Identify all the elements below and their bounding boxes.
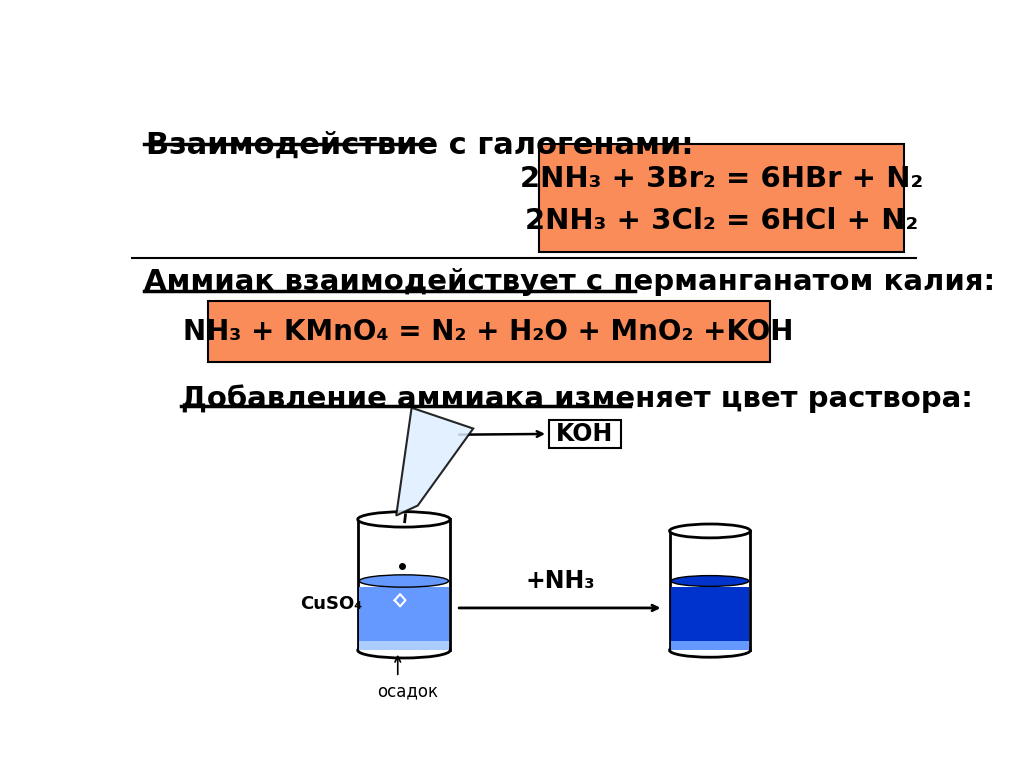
Ellipse shape: [357, 512, 451, 527]
Text: Добавление аммиака изменяет цвет раствора:: Добавление аммиака изменяет цвет раствор…: [180, 384, 973, 413]
FancyBboxPatch shape: [549, 420, 621, 448]
Text: CuSO₄: CuSO₄: [300, 595, 362, 613]
Text: Аммиак взаимодействует с перманганатом калия:: Аммиак взаимодействует с перманганатом к…: [144, 268, 995, 295]
Bar: [208, 301, 770, 361]
Bar: [670, 531, 751, 650]
Text: NH₃ + KMnO₄ = N₂ + H₂O + MnO₂ +KOH: NH₃ + KMnO₄ = N₂ + H₂O + MnO₂ +KOH: [183, 318, 794, 345]
Text: 2NH₃ + 3Br₂ = 6HBr + N₂: 2NH₃ + 3Br₂ = 6HBr + N₂: [520, 165, 924, 193]
Polygon shape: [396, 408, 473, 515]
Text: Взаимодействие с галогенами:: Взаимодействие с галогенами:: [146, 130, 693, 160]
Ellipse shape: [357, 643, 451, 658]
Ellipse shape: [359, 574, 449, 588]
Text: 2NH₃ + 3Cl₂ = 6HCl + N₂: 2NH₃ + 3Cl₂ = 6HCl + N₂: [525, 207, 919, 235]
Bar: [359, 641, 449, 650]
Bar: [539, 144, 904, 252]
Bar: [359, 588, 449, 650]
Text: осадок: осадок: [377, 683, 438, 700]
Bar: [357, 519, 451, 650]
Text: KOH: KOH: [556, 422, 613, 446]
Bar: [671, 588, 749, 650]
Bar: [671, 641, 749, 650]
Ellipse shape: [670, 644, 751, 657]
Ellipse shape: [670, 524, 751, 538]
Ellipse shape: [671, 575, 749, 587]
Text: +NH₃: +NH₃: [525, 568, 595, 593]
